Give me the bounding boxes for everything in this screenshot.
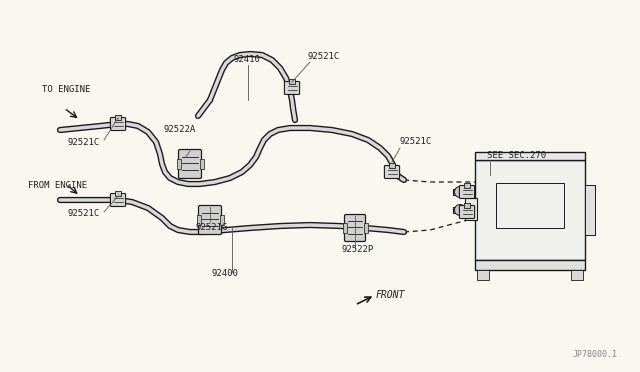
FancyBboxPatch shape [385,166,399,179]
Text: 92521C: 92521C [68,209,100,218]
Bar [220,215,224,225]
FancyBboxPatch shape [344,215,365,241]
Text: FRONT: FRONT [376,290,405,300]
Bar [115,115,121,119]
Text: JP78000.1: JP78000.1 [573,350,618,359]
Bar [571,270,583,280]
Circle shape [454,205,465,215]
Text: 92521C: 92521C [400,137,432,146]
Bar [289,78,295,83]
Text: 92521C: 92521C [68,138,100,147]
Bar [343,223,347,233]
Bar [453,189,467,195]
Text: 92522P: 92522P [342,245,374,254]
Bar [585,185,595,235]
Text: SEE SEC.270: SEE SEC.270 [487,151,546,160]
Bar [496,183,564,228]
Bar [177,159,181,169]
Text: 92522A: 92522A [163,125,195,134]
Text: 92400: 92400 [212,269,239,278]
Text: 92521G: 92521G [195,223,227,232]
Bar [465,198,477,220]
Bar [464,202,470,208]
Bar [197,215,201,225]
FancyBboxPatch shape [460,205,475,218]
FancyBboxPatch shape [111,118,125,131]
Bar [200,159,204,169]
Bar [453,207,467,213]
Text: FROM ENGINE: FROM ENGINE [28,181,87,190]
Text: 92410: 92410 [233,55,260,64]
Bar [115,190,121,196]
Text: TO ENGINE: TO ENGINE [42,85,90,94]
Bar [475,260,585,270]
FancyBboxPatch shape [475,160,585,260]
FancyBboxPatch shape [198,205,221,234]
FancyBboxPatch shape [284,81,300,94]
Bar [364,223,368,233]
FancyBboxPatch shape [179,150,202,179]
Bar [389,163,395,167]
FancyBboxPatch shape [111,193,125,206]
Bar [475,152,585,160]
Bar [477,270,489,280]
Text: 92521C: 92521C [308,52,340,61]
FancyBboxPatch shape [460,186,475,199]
Circle shape [454,186,465,198]
Bar [464,183,470,187]
